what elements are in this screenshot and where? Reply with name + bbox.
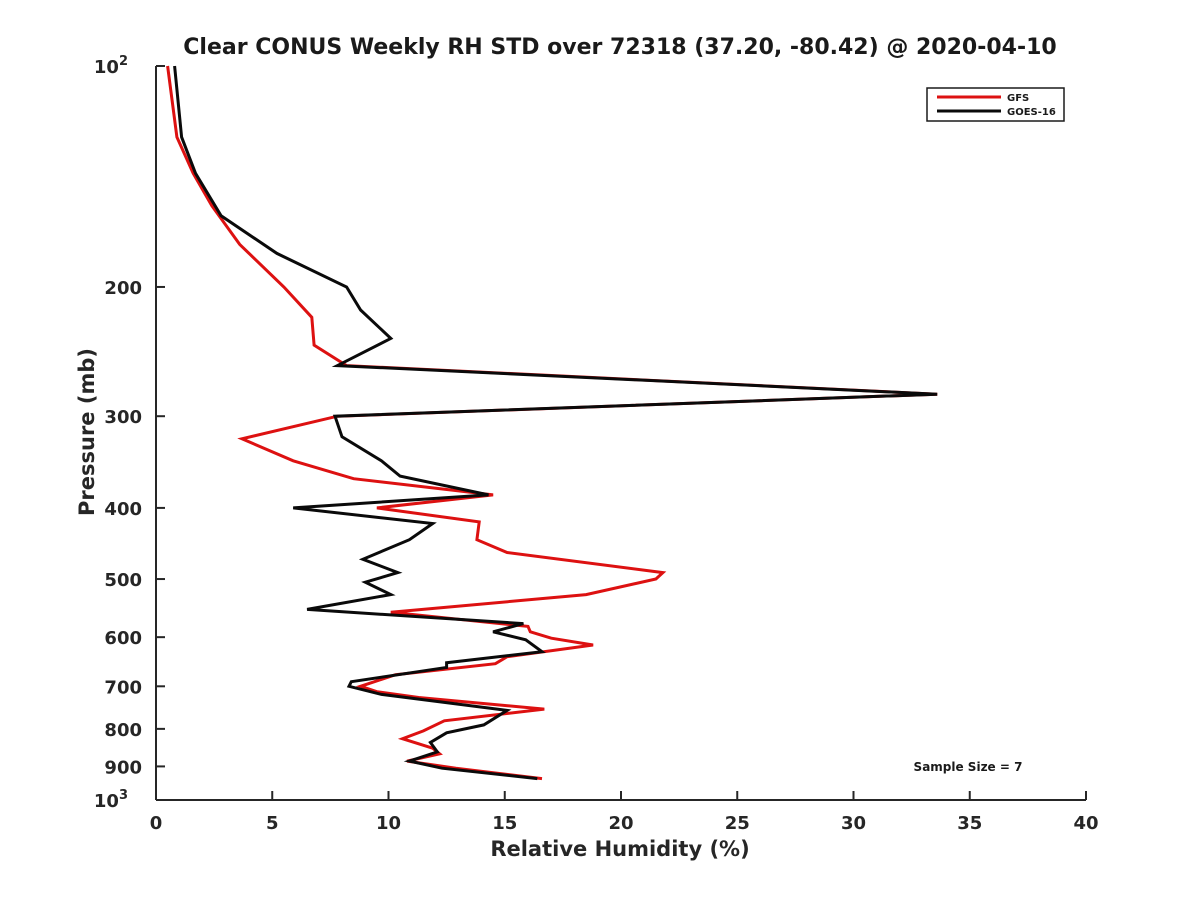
- plot-area: 0 5 10 15 20 25 30 35 40 102 200 300 400 500 600 700 800…: [94, 54, 1099, 834]
- y-tick-label: 102: [94, 54, 128, 78]
- x-axis-label: Relative Humidity (%): [490, 837, 749, 861]
- x-tick-label: 10: [376, 813, 401, 834]
- series-line-gfs: [166, 65, 938, 781]
- y-tick-label: 200: [104, 278, 142, 299]
- y-tick-label: 800: [104, 720, 142, 741]
- y-axis-label: Pressure (mb): [75, 348, 99, 516]
- sample-size-annotation: Sample Size = 7: [914, 760, 1023, 774]
- x-tick-label: 5: [266, 813, 279, 834]
- x-tick-label: 40: [1073, 813, 1098, 834]
- series-line-goes-16: [173, 65, 938, 781]
- y-tick-label: 400: [104, 499, 142, 520]
- x-tick-label: 20: [608, 813, 633, 834]
- legend-box: [926, 87, 1065, 122]
- x-tick-label: 25: [725, 813, 750, 834]
- y-tick-label: 500: [104, 570, 142, 591]
- y-tick-label: 300: [104, 407, 142, 428]
- x-tick-label: 30: [841, 813, 866, 834]
- chart-title: Clear CONUS Weekly RH STD over 72318 (37…: [183, 35, 1056, 60]
- y-tick-label: 103: [94, 788, 128, 812]
- y-tick-label: 600: [104, 628, 142, 649]
- x-tick-label: 15: [492, 813, 517, 834]
- y-tick-label: 900: [104, 757, 142, 778]
- legend-label: GOES-16: [1007, 107, 1056, 118]
- legend-label: GFS: [1007, 93, 1029, 104]
- y-tick-label: 700: [104, 677, 142, 698]
- x-tick-label: 0: [150, 813, 163, 834]
- legend: GFS GOES-16: [926, 87, 1065, 122]
- x-tick-label: 35: [957, 813, 982, 834]
